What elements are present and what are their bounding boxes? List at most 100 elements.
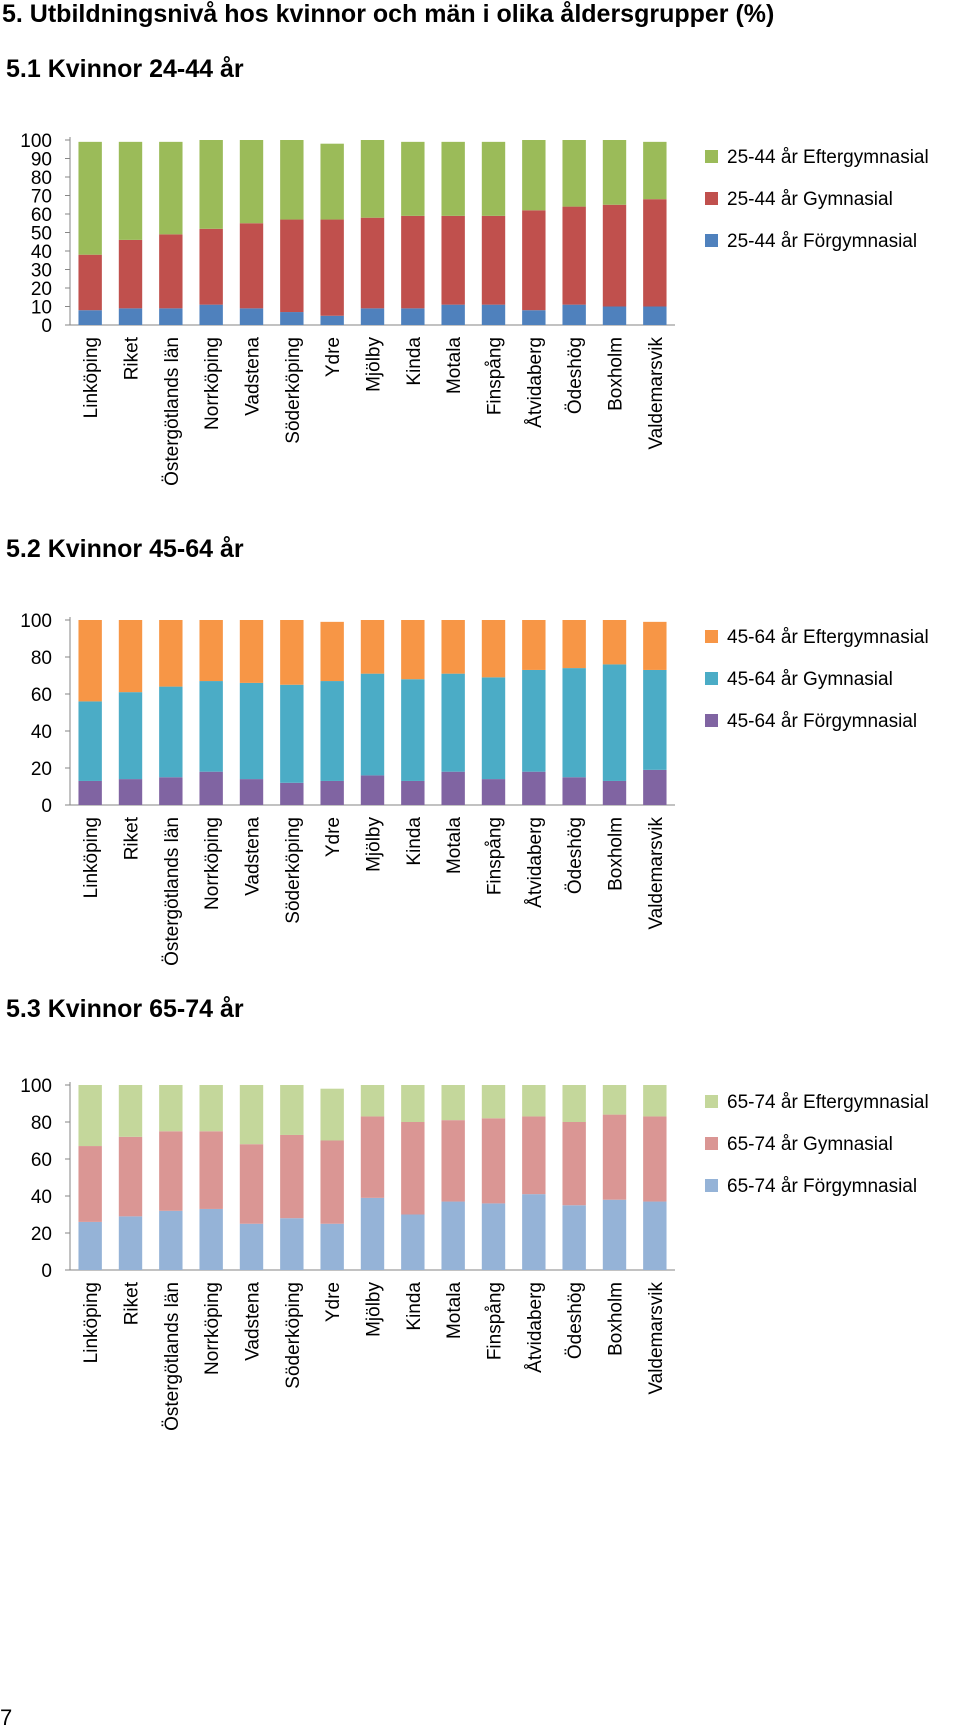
bar-segment xyxy=(522,210,546,311)
bar-segment xyxy=(78,254,102,311)
y-tick-label: 80 xyxy=(31,1113,52,1134)
x-tick-label: Valdemarsvik xyxy=(646,817,667,930)
legend-swatch xyxy=(705,672,718,685)
bar-segment xyxy=(481,677,506,780)
page-number: 7 xyxy=(0,1705,13,1730)
x-tick-label: Åtvidaberg xyxy=(525,1282,546,1373)
bar-segment xyxy=(562,304,586,325)
bar-segment xyxy=(401,679,425,781)
y-tick-label: 100 xyxy=(20,131,52,152)
bar-segment xyxy=(199,1208,223,1270)
legend-swatch xyxy=(705,192,718,205)
bar-segment xyxy=(562,668,586,778)
y-tick-label: 0 xyxy=(41,316,52,337)
y-tick-label: 90 xyxy=(31,150,52,171)
bar-segment xyxy=(239,620,264,683)
bar-segment xyxy=(360,673,385,776)
x-tick-label: Ödeshög xyxy=(565,817,586,894)
y-tick-label: 100 xyxy=(20,611,52,632)
x-tick-label: Finspång xyxy=(485,337,506,415)
x-tick-label: Boxholm xyxy=(606,337,627,411)
legend-swatch xyxy=(705,630,718,643)
bar-segment xyxy=(159,141,183,235)
bar-segment xyxy=(441,1201,465,1270)
bar-segment xyxy=(280,1134,304,1219)
bar-segment xyxy=(441,771,465,805)
bar-segment xyxy=(199,1085,223,1132)
bar-segment xyxy=(522,669,546,772)
x-tick-label: Mjölby xyxy=(364,337,385,392)
x-tick-label: Ydre xyxy=(323,1282,344,1322)
bar-segment xyxy=(360,620,385,674)
bar-segment xyxy=(643,199,667,307)
bar-segment xyxy=(320,1223,344,1270)
x-tick-label: Finspång xyxy=(485,1282,506,1360)
bar-segment xyxy=(562,777,586,805)
bar-segment xyxy=(481,215,506,305)
bar-segment xyxy=(360,1197,385,1270)
bar-segment xyxy=(199,771,223,805)
y-tick-label: 10 xyxy=(31,298,52,319)
bar-segment xyxy=(239,1223,264,1270)
bar-segment xyxy=(401,215,425,309)
bar-segment xyxy=(602,780,627,805)
bar-segment xyxy=(320,219,344,316)
legend-swatch xyxy=(705,714,718,727)
bar-segment xyxy=(239,1144,264,1224)
x-tick-label: Kinda xyxy=(404,1282,425,1331)
x-tick-label: Mjölby xyxy=(364,817,385,872)
bar-segment xyxy=(280,140,304,220)
bar-segment xyxy=(199,1131,223,1209)
x-tick-label: Riket xyxy=(122,816,143,860)
bar-segment xyxy=(562,1085,586,1122)
bar-segment xyxy=(118,141,143,240)
x-tick-label: Finspång xyxy=(485,817,506,895)
x-tick-label: Valdemarsvik xyxy=(646,1282,667,1395)
y-tick-label: 50 xyxy=(31,224,52,245)
bar-segment xyxy=(118,779,143,805)
bar-segment xyxy=(643,769,667,805)
y-tick-label: 80 xyxy=(31,648,52,669)
chart-1-title: 5.1 Kvinnor 24-44 år xyxy=(6,55,244,83)
bar-segment xyxy=(481,779,506,805)
y-tick-label: 30 xyxy=(31,261,52,282)
y-tick-label: 40 xyxy=(31,1187,52,1208)
bar-segment xyxy=(280,312,304,325)
legend-label: 25-44 år Gymnasial xyxy=(727,189,893,210)
bar-segment xyxy=(239,682,264,780)
y-tick-label: 0 xyxy=(41,1261,52,1282)
legend-swatch xyxy=(705,1179,718,1192)
x-tick-label: Norrköping xyxy=(202,1282,223,1375)
y-tick-label: 60 xyxy=(31,685,52,706)
bar-segment xyxy=(159,1210,183,1270)
x-tick-label: Söderköping xyxy=(283,1282,304,1389)
bar-segment xyxy=(562,1205,586,1270)
x-tick-label: Riket xyxy=(122,336,143,380)
legend-swatch xyxy=(705,1095,718,1108)
bar-segment xyxy=(239,308,264,325)
x-tick-label: Boxholm xyxy=(606,817,627,891)
bar-segment xyxy=(602,664,627,781)
bar-segment xyxy=(481,1118,506,1204)
bar-segment xyxy=(78,701,102,781)
bar-segment xyxy=(643,1116,667,1202)
x-tick-label: Östergötlands län xyxy=(162,337,183,486)
bar-segment xyxy=(78,1085,102,1147)
bar-segment xyxy=(522,771,546,805)
x-tick-label: Söderköping xyxy=(283,817,304,924)
bar-segment xyxy=(441,1085,465,1121)
bar-segment xyxy=(602,140,627,205)
y-tick-label: 40 xyxy=(31,242,52,263)
bar-segment xyxy=(239,140,264,224)
bar-segment xyxy=(78,620,102,702)
page-heading: 5. Utbildningsnivå hos kvinnor och män i… xyxy=(2,0,775,28)
x-tick-label: Linköping xyxy=(81,1282,102,1363)
bar-segment xyxy=(602,620,627,665)
y-tick-label: 20 xyxy=(31,279,52,300)
bar-segment xyxy=(602,306,627,325)
legend-label: 25-44 år Förgymnasial xyxy=(727,231,917,252)
legend-label: 45-64 år Förgymnasial xyxy=(727,711,917,732)
bar-segment xyxy=(441,1120,465,1202)
bar-segment xyxy=(320,780,344,805)
